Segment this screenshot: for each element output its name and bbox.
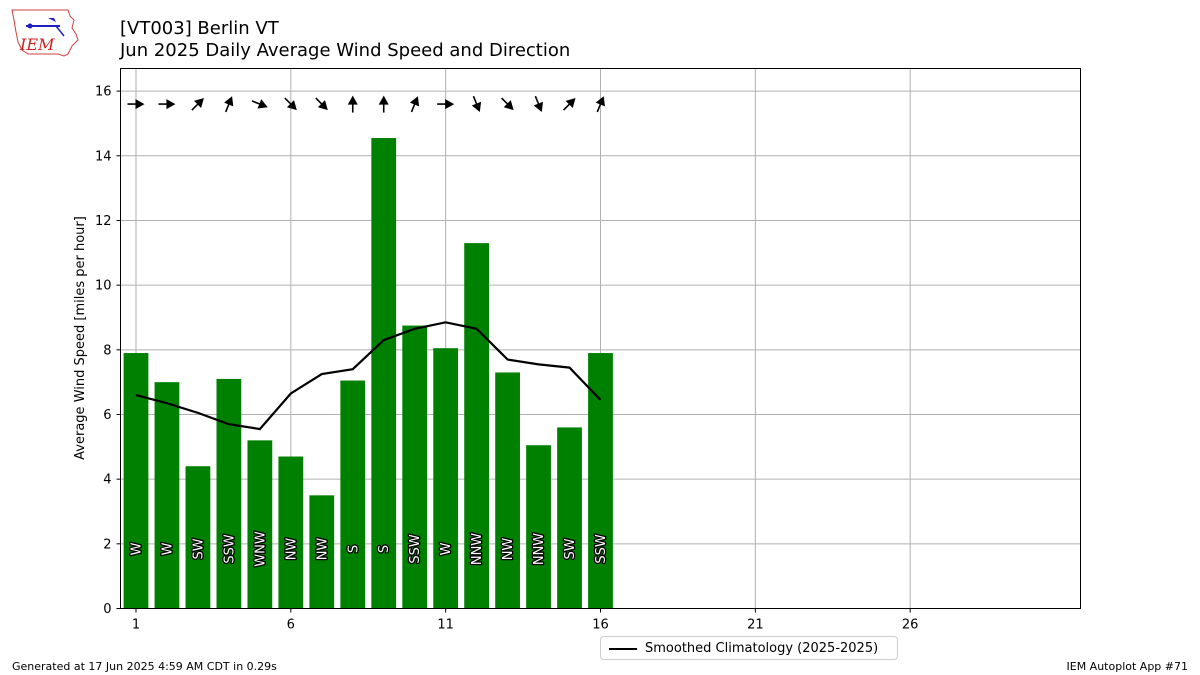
legend: Smoothed Climatology (2025-2025) — [600, 636, 898, 660]
x-tick-label: 1 — [132, 618, 140, 633]
direction-label: SSW — [408, 534, 423, 564]
chart-title-line1: [VT003] Berlin VT — [120, 18, 279, 39]
chart-title-line2: Jun 2025 Daily Average Wind Speed and Di… — [120, 40, 571, 61]
wind-direction-arrow — [471, 95, 482, 112]
y-tick-label: 4 — [103, 473, 111, 488]
iem-logo: IEM — [11, 9, 79, 57]
generated-timestamp: Generated at 17 Jun 2025 4:59 AM CDT in … — [12, 660, 277, 673]
wind-direction-arrow — [409, 96, 420, 113]
direction-label: S — [377, 545, 392, 553]
direction-label: NW — [284, 538, 299, 561]
legend-line-swatch — [609, 648, 637, 650]
x-tick-label: 16 — [592, 618, 609, 633]
wind-direction-arrow — [224, 96, 234, 113]
x-tick-label: 6 — [287, 618, 295, 633]
wind-speed-bar — [433, 348, 459, 609]
wind-direction-arrow — [562, 98, 576, 111]
wind-direction-arrow — [533, 95, 544, 112]
wind-speed-bar — [526, 445, 551, 609]
direction-label: NNW — [532, 533, 547, 565]
x-tick-label: 21 — [747, 618, 764, 633]
wind-direction-arrow — [437, 99, 455, 110]
direction-label: SSW — [594, 534, 609, 564]
wind-speed-bar — [123, 353, 149, 609]
wind-direction-arrow — [251, 99, 268, 109]
wind-speed-bar — [588, 353, 613, 609]
wind-direction-arrow — [191, 98, 204, 111]
wind-speed-bar — [495, 372, 520, 609]
wind-direction-arrow — [127, 99, 145, 110]
wind-direction-arrow — [501, 97, 514, 111]
direction-label: W — [160, 542, 175, 555]
direction-label: S — [346, 545, 361, 553]
wind-speed-bar — [309, 495, 335, 609]
direction-label: W — [129, 542, 144, 555]
y-tick-label: 8 — [103, 343, 111, 358]
direction-label: W — [439, 542, 454, 555]
y-tick-label: 0 — [103, 602, 111, 617]
direction-label: WNW — [253, 531, 268, 567]
legend-label: Smoothed Climatology (2025-2025) — [645, 641, 879, 656]
wind-direction-arrow — [595, 96, 605, 113]
wind-speed-bar — [557, 427, 582, 609]
y-tick-label: 2 — [103, 537, 111, 552]
wind-speed-bar — [247, 440, 273, 609]
y-tick-label: 10 — [95, 279, 112, 294]
x-tick-label: 11 — [437, 618, 454, 633]
wind-speed-bar — [371, 138, 397, 609]
wind-speed-bar — [185, 466, 211, 609]
wind-direction-arrow — [284, 97, 297, 111]
direction-label: SW — [563, 538, 578, 559]
wind-direction-arrow — [158, 99, 176, 110]
wind-speed-bar — [216, 378, 242, 609]
wind-direction-arrow — [378, 95, 389, 113]
logo-text: IEM — [19, 35, 55, 54]
y-tick-label: 14 — [95, 149, 112, 164]
x-tick-label: 26 — [902, 618, 919, 633]
direction-label: SW — [191, 538, 206, 559]
app-credit: IEM Autoplot App #71 — [1066, 660, 1189, 673]
climatology-line — [135, 321, 602, 431]
wind-speed-bar — [340, 380, 366, 609]
wind-speed-bar — [154, 382, 180, 609]
wind-direction-arrow — [315, 97, 328, 111]
direction-label: NW — [315, 538, 330, 561]
y-tick-label: 12 — [95, 214, 112, 229]
y-axis-label: Average Wind Speed [miles per hour] — [73, 216, 88, 460]
direction-label: NW — [501, 538, 516, 561]
wind-speed-bar — [464, 243, 490, 609]
wind-speed-bar — [402, 325, 428, 609]
wind-direction-arrow — [347, 95, 358, 113]
direction-label: NNW — [470, 533, 485, 565]
y-tick-label: 6 — [103, 408, 111, 423]
direction-label: SSW — [222, 534, 237, 564]
y-tick-label: 16 — [95, 85, 112, 100]
wind-speed-bar — [278, 456, 304, 609]
